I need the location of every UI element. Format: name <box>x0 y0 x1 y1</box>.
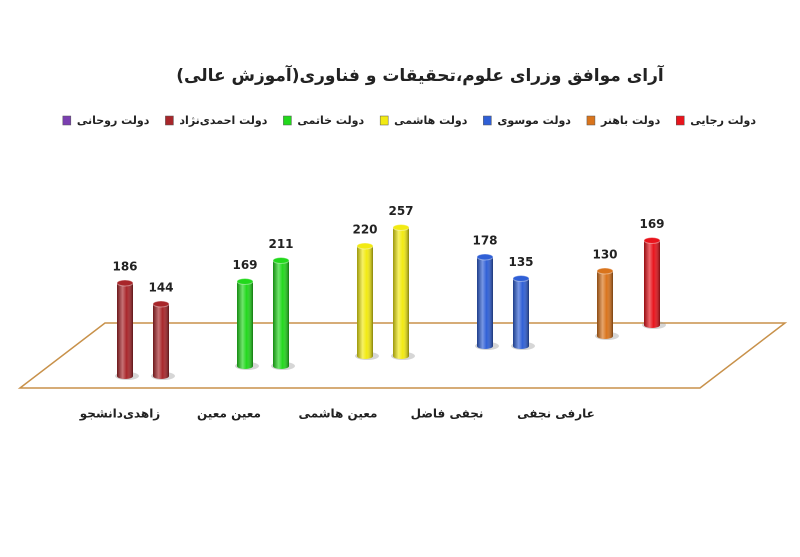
value-label: 169 <box>232 258 257 272</box>
value-label: 220 <box>352 223 377 237</box>
value-label: 130 <box>592 248 617 262</box>
value-label: 144 <box>148 281 173 295</box>
x-tick-label: عارفی نجفی <box>517 407 595 421</box>
bar-top <box>356 242 374 250</box>
bar-shading <box>477 257 493 349</box>
legend-label: دولت باهنر <box>600 114 661 127</box>
bar-top <box>392 224 410 231</box>
legend-label: دولت احمدی‌نژاد <box>179 114 267 127</box>
bar-top <box>512 275 530 282</box>
legend-marker <box>379 115 389 126</box>
legend-marker <box>62 115 72 126</box>
x-tick-label: معین معین <box>197 407 261 421</box>
bar-shading <box>237 281 253 369</box>
x-tick-label: نجفی فاضل <box>411 407 484 421</box>
legend-marker <box>676 115 685 126</box>
legend-label: دولت هاشمی <box>394 114 468 127</box>
bar-shading <box>153 304 169 379</box>
chart-title: آرای موافق وزرای علوم،تحقیقات و فناوری(آ… <box>176 64 665 86</box>
bar-shading <box>597 271 613 339</box>
bar-top <box>643 237 661 244</box>
bar-shading <box>273 260 289 369</box>
legend-label: دولت خاتمی <box>297 114 364 127</box>
legend-marker <box>165 115 174 126</box>
value-label: 257 <box>388 204 413 218</box>
bar-top <box>272 257 290 264</box>
legend-marker <box>483 115 492 126</box>
bar-top <box>152 300 170 308</box>
legend-marker <box>283 115 292 126</box>
value-label: 178 <box>472 234 497 248</box>
bar-shading <box>393 227 409 359</box>
legend-marker <box>586 115 596 126</box>
bar-top <box>116 279 134 287</box>
legend-label: دولت رجایی <box>690 114 756 127</box>
bar-shading <box>644 240 660 328</box>
legend-label: دولت موسوی <box>497 114 571 127</box>
value-label: 186 <box>112 260 137 274</box>
x-tick-label: زاهدی‌دانشجو <box>79 407 161 422</box>
bar-shading <box>513 278 529 349</box>
value-label: 169 <box>639 217 664 231</box>
legend-label: دولت روحانی <box>77 114 150 127</box>
bar-top <box>236 278 254 285</box>
bar-top <box>596 267 614 275</box>
x-tick-label: معین هاشمی <box>299 407 378 421</box>
bar-shading <box>117 283 133 379</box>
bar-top <box>476 253 494 261</box>
value-label: 211 <box>268 237 293 251</box>
bar-shading <box>357 246 373 359</box>
value-label: 135 <box>508 255 533 269</box>
